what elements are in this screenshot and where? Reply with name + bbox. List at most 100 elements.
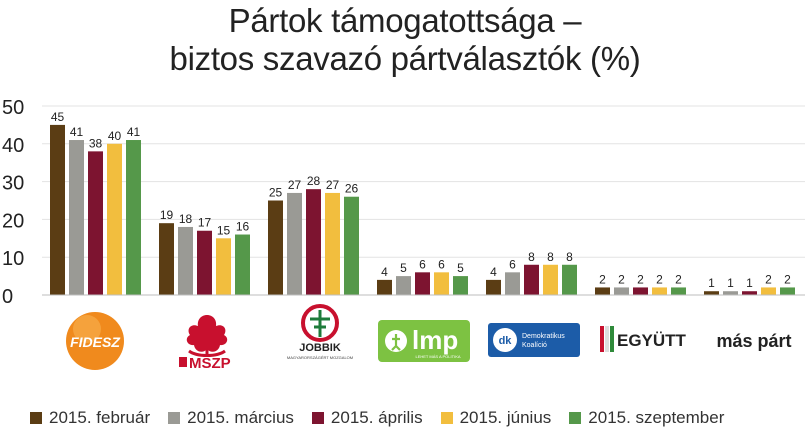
data-label-mszp-2015-junius: 15 bbox=[217, 223, 231, 237]
dk-logo-mark: dk bbox=[499, 335, 513, 347]
y-tick-label: 40 bbox=[2, 135, 24, 157]
bar-fidesz-2015-marcius bbox=[69, 140, 84, 295]
bar-jobbik-2015-marcius bbox=[287, 192, 302, 295]
bar-egyutt-2015-junius bbox=[652, 287, 667, 295]
bar-mas-part-2015-szeptember bbox=[780, 287, 795, 295]
lmp-logo-background bbox=[378, 320, 470, 362]
logo-dk: dk Demokratikus Koalíció bbox=[488, 323, 580, 357]
data-label-fidesz-2015-szeptember: 41 bbox=[127, 125, 141, 139]
fidesz-logo-text: FIDESZ bbox=[70, 334, 120, 350]
data-label-mszp-2015-aprilis: 17 bbox=[198, 216, 212, 230]
jobbik-logo-subtext: MAGYARORSZÁGÉRT MOZGALOM bbox=[287, 355, 353, 360]
egyutt-flag-green bbox=[610, 326, 614, 352]
dk-logo-text-line-2: Koalíció bbox=[522, 342, 547, 349]
chart-title-line-1: Pártok támogatottsága – bbox=[228, 2, 582, 39]
data-label-fidesz-2015-aprilis: 38 bbox=[89, 136, 103, 150]
data-label-mas-part-2015-februar: 1 bbox=[708, 276, 715, 290]
data-label-jobbik-2015-aprilis: 28 bbox=[307, 174, 321, 188]
data-label-fidesz-2015-junius: 40 bbox=[108, 129, 122, 143]
bar-dk-2015-szeptember bbox=[562, 264, 577, 295]
y-tick-label: 50 bbox=[2, 97, 24, 119]
legend-item-2015-junius: 2015. június bbox=[440, 408, 552, 428]
y-tick-label: 20 bbox=[2, 210, 24, 232]
logo-egyutt: EGYÜTT bbox=[600, 326, 687, 352]
bar-egyutt-2015-marcius bbox=[614, 287, 629, 295]
bar-fidesz-2015-junius bbox=[107, 143, 122, 295]
legend-label: 2015. április bbox=[330, 408, 423, 427]
data-label-jobbik-2015-szeptember: 26 bbox=[345, 182, 359, 196]
bar-mas-part-2015-marcius bbox=[723, 291, 738, 295]
bar-mas-part-2015-aprilis bbox=[742, 291, 757, 295]
legend-swatch bbox=[311, 412, 324, 424]
data-label-egyutt-2015-junius: 2 bbox=[656, 272, 663, 286]
data-label-dk-2015-junius: 8 bbox=[547, 250, 554, 264]
logo-fidesz: FIDESZ bbox=[66, 312, 124, 370]
bar-lmp-2015-februar bbox=[377, 279, 392, 295]
data-label-dk-2015-szeptember: 8 bbox=[566, 250, 573, 264]
data-label-mas-part-2015-aprilis: 1 bbox=[746, 276, 753, 290]
category-label-mas-part: más párt bbox=[716, 331, 791, 351]
egyutt-flag-white bbox=[605, 326, 609, 352]
data-label-egyutt-2015-februar: 2 bbox=[599, 272, 606, 286]
mszp-logo-square bbox=[179, 357, 187, 367]
lmp-person-figure-icon bbox=[391, 334, 401, 351]
data-label-dk-2015-marcius: 6 bbox=[509, 257, 516, 271]
legend-label: 2015. március bbox=[187, 408, 294, 427]
data-label-mszp-2015-marcius: 18 bbox=[179, 212, 193, 226]
bar-mszp-2015-szeptember bbox=[235, 234, 250, 295]
bar-fidesz-2015-szeptember bbox=[126, 140, 141, 295]
dk-logo-circle bbox=[493, 328, 517, 352]
bar-dk-2015-junius bbox=[543, 264, 558, 295]
legend-label: 2015. június bbox=[459, 408, 552, 427]
y-tick-label: 10 bbox=[2, 248, 24, 270]
chart-title-line-2: biztos szavazó pártválasztók (%) bbox=[169, 40, 641, 77]
lmp-logo-text: lmp bbox=[412, 325, 458, 355]
legend: 2015. február 2015. március 2015. április 2… bbox=[30, 403, 810, 433]
legend-item-2015-szeptember: 2015. szeptember bbox=[569, 408, 724, 428]
data-label-fidesz-2015-februar: 45 bbox=[51, 110, 65, 124]
bar-mszp-2015-junius bbox=[216, 238, 231, 295]
data-label-dk-2015-aprilis: 8 bbox=[528, 250, 535, 264]
data-label-lmp-2015-marcius: 5 bbox=[400, 261, 407, 275]
egyutt-flag-red bbox=[600, 326, 604, 352]
data-label-fidesz-2015-marcius: 41 bbox=[70, 125, 84, 139]
mszp-stem-icon bbox=[188, 349, 226, 357]
data-label-jobbik-2015-marcius: 27 bbox=[288, 178, 302, 192]
data-label-dk-2015-februar: 4 bbox=[490, 265, 497, 279]
bars bbox=[50, 124, 795, 296]
jobbik-cross-icon bbox=[310, 310, 330, 337]
bar-jobbik-2015-szeptember bbox=[344, 196, 359, 295]
bar-dk-2015-marcius bbox=[505, 272, 520, 295]
bar-jobbik-2015-aprilis bbox=[306, 189, 321, 295]
bar-dk-2015-februar bbox=[486, 279, 501, 295]
data-label-mszp-2015-februar: 19 bbox=[160, 208, 174, 222]
bar-lmp-2015-junius bbox=[434, 272, 449, 295]
y-tick-label: 30 bbox=[2, 173, 24, 195]
bar-mas-part-2015-junius bbox=[761, 287, 776, 295]
bar-lmp-2015-szeptember bbox=[453, 276, 468, 295]
mszp-logo-text: MSZP bbox=[189, 355, 231, 372]
grid-lines bbox=[42, 105, 805, 258]
mszp-rose-icon bbox=[186, 315, 228, 352]
bar-fidesz-2015-februar bbox=[50, 124, 65, 296]
bar-egyutt-2015-szeptember bbox=[671, 287, 686, 295]
data-label-mszp-2015-szeptember: 16 bbox=[236, 220, 250, 234]
jobbik-logo-text: JOBBIK bbox=[299, 342, 341, 354]
data-label-egyutt-2015-szeptember: 2 bbox=[675, 272, 682, 286]
data-label-egyutt-2015-marcius: 2 bbox=[618, 272, 625, 286]
bar-fidesz-2015-aprilis bbox=[88, 151, 103, 295]
data-label-jobbik-2015-februar: 25 bbox=[269, 186, 283, 200]
legend-item-2015-aprilis: 2015. április bbox=[311, 408, 423, 428]
data-label-lmp-2015-februar: 4 bbox=[381, 265, 388, 279]
data-label-lmp-2015-junius: 6 bbox=[438, 257, 445, 271]
egyutt-logo-text: EGYÜTT bbox=[617, 331, 687, 350]
dk-logo-text-line-1: Demokratikus bbox=[522, 333, 565, 340]
legend-item-2015-februar: 2015. február bbox=[30, 408, 150, 428]
legend-swatch bbox=[168, 412, 181, 424]
bar-jobbik-2015-junius bbox=[325, 192, 340, 295]
legend-swatch bbox=[440, 412, 453, 424]
data-label-lmp-2015-aprilis: 6 bbox=[419, 257, 426, 271]
bar-lmp-2015-marcius bbox=[396, 276, 411, 295]
data-label-egyutt-2015-aprilis: 2 bbox=[637, 272, 644, 286]
